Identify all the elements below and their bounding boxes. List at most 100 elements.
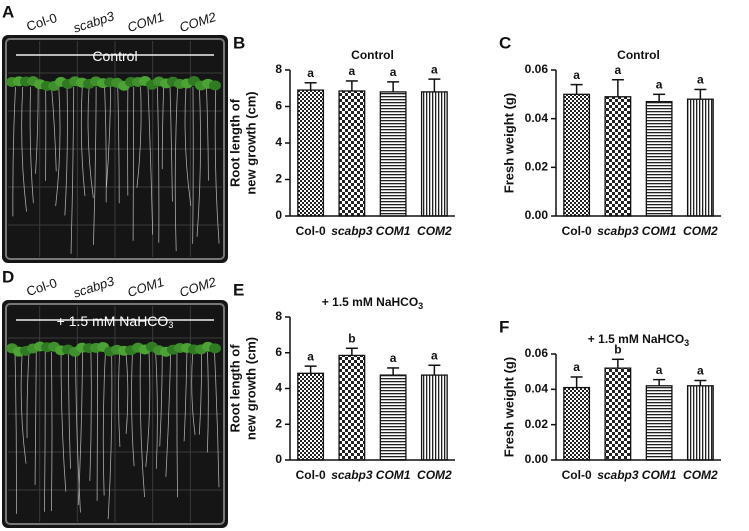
root (131, 351, 135, 467)
y-tick-label: 0.00 (525, 208, 549, 222)
chart-title-main: + 1.5 mM NaHCO (322, 295, 418, 309)
bar (379, 91, 407, 217)
chart-title: Control (617, 48, 660, 62)
photo-caption-main: + 1.5 mM NaHCO (57, 313, 169, 329)
root (55, 86, 61, 207)
root (104, 86, 107, 203)
significance-label: a (390, 351, 397, 365)
genotype-label: COM2 (177, 9, 218, 35)
root (132, 86, 135, 241)
root (159, 351, 163, 447)
root (35, 86, 39, 174)
genotype-label: COM1 (125, 274, 165, 300)
y-axis-label: new growth (cm) (243, 337, 258, 440)
root (206, 86, 209, 181)
plate-rim (5, 38, 225, 260)
root (68, 351, 71, 469)
bar (338, 354, 366, 461)
chart-title: + 1.5 mM NaHCO3 (588, 332, 689, 348)
genotype-label: scabp3 (71, 8, 116, 35)
bar (686, 98, 714, 217)
root (21, 86, 27, 212)
bar (297, 89, 325, 217)
y-tick-label: 0.02 (525, 417, 549, 431)
chart-title-main: Control (351, 48, 394, 62)
x-tick-label: COM2 (417, 224, 452, 238)
root (64, 86, 68, 216)
panel-label: B (233, 33, 245, 52)
root (20, 351, 27, 464)
significance-label: a (307, 349, 314, 363)
y-tick-label: 4 (275, 381, 282, 395)
significance-label: b (614, 342, 621, 356)
y-axis-label: Fresh weight (g) (501, 93, 516, 193)
bar (645, 100, 673, 217)
chart-title-sub: 3 (418, 301, 423, 311)
chart-title: + 1.5 mM NaHCO3 (322, 295, 423, 311)
root (147, 86, 154, 235)
x-tick-label: Col-0 (296, 224, 326, 238)
significance-label: a (656, 78, 663, 92)
photo-caption: + 1.5 mM NaHCO3 (57, 313, 174, 331)
root (89, 351, 92, 481)
y-tick-label: 0.04 (525, 111, 549, 125)
root (165, 351, 172, 477)
significance-label: a (573, 360, 580, 374)
root (75, 351, 81, 513)
photo-caption-sub: 3 (168, 320, 173, 330)
root (44, 351, 46, 512)
bar (379, 374, 407, 461)
plate-rim (5, 303, 225, 525)
panel-label: D (2, 267, 14, 286)
root (34, 351, 37, 485)
y-tick-label: 6 (275, 345, 282, 359)
x-tick-label: scabp3 (331, 224, 373, 238)
root (93, 86, 97, 245)
x-tick-label: scabp3 (331, 468, 373, 482)
x-tick-label: scabp3 (597, 468, 639, 482)
root (176, 351, 178, 498)
y-tick-label: 0.00 (525, 452, 549, 466)
x-tick-label: COM1 (376, 224, 411, 238)
genotype-label: COM2 (177, 274, 218, 300)
root (192, 86, 194, 244)
root (214, 351, 220, 488)
panel-label: F (499, 317, 509, 336)
y-tick-label: 4 (275, 135, 282, 149)
genotype-label: COM1 (125, 9, 165, 35)
y-tick-label: 8 (275, 62, 282, 76)
genotype-label: scabp3 (71, 273, 116, 300)
genotype-label: Col-0 (25, 275, 59, 299)
x-tick-label: Col-0 (562, 224, 592, 238)
significance-label: a (431, 348, 438, 362)
root (87, 86, 94, 198)
x-tick-label: COM2 (683, 468, 718, 482)
bar (297, 372, 325, 461)
chart-title-sub: 3 (684, 338, 689, 348)
bar (563, 386, 591, 461)
seedling (209, 343, 221, 354)
bar (563, 93, 591, 217)
root (106, 86, 112, 187)
root (155, 351, 158, 469)
y-tick-label: 0 (275, 208, 282, 222)
bar (686, 385, 714, 461)
x-tick-label: Col-0 (562, 468, 592, 482)
chart-title: Control (351, 48, 394, 62)
bar (420, 374, 448, 461)
y-tick-label: 8 (275, 309, 282, 323)
significance-label: a (656, 363, 663, 377)
y-axis-label: Root length of (227, 98, 242, 187)
x-tick-label: COM2 (417, 468, 452, 482)
significance-label: a (431, 62, 438, 76)
bar (420, 91, 448, 217)
x-tick-label: Col-0 (296, 468, 326, 482)
root (77, 351, 83, 506)
significance-label: a (349, 64, 356, 78)
root (169, 86, 173, 202)
significance-label: a (573, 68, 580, 82)
root (196, 86, 201, 237)
panel-label: C (499, 33, 511, 52)
y-tick-label: 0.06 (525, 62, 549, 76)
y-tick-label: 2 (275, 172, 282, 186)
